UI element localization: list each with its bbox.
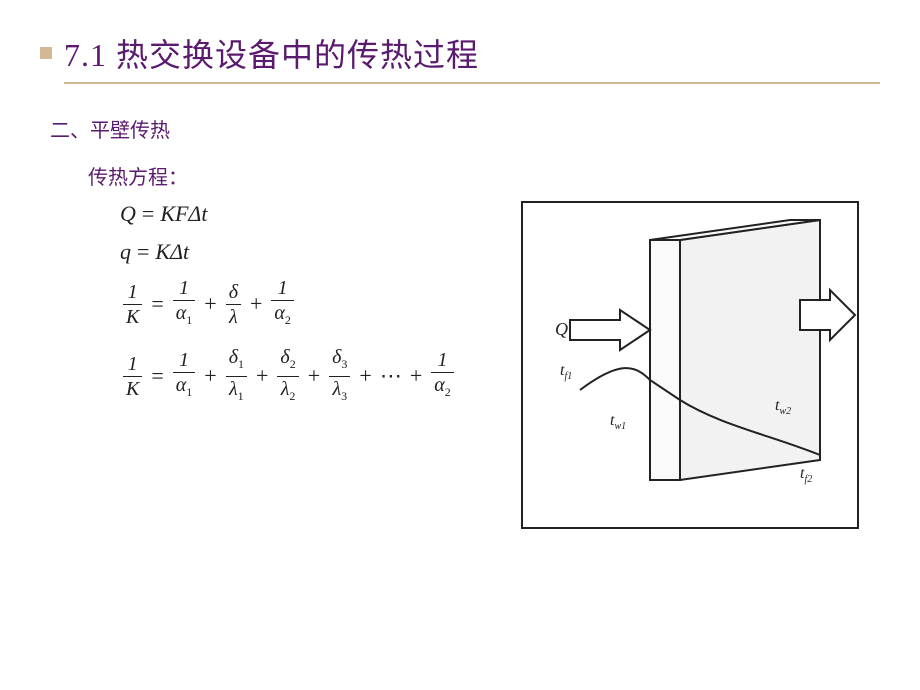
eq3-t1-num: 1 bbox=[125, 280, 141, 304]
eq2-rhs: KΔt bbox=[155, 239, 189, 265]
plus-sign: + bbox=[250, 291, 262, 317]
wall-diagram: Q tf1 tw1 tw2 tf2 bbox=[520, 200, 860, 530]
eq4-term6: 1 α2 bbox=[431, 348, 454, 404]
plus-sign: + bbox=[308, 363, 320, 389]
slide: 7.1 热交换设备中的传热过程 二、平壁传热 传热方程： Q = KFΔt q … bbox=[0, 0, 920, 690]
eq4-term2: 1 α1 bbox=[173, 348, 196, 404]
dots: ⋯ bbox=[380, 363, 402, 389]
equation-2: q = KΔt bbox=[120, 238, 457, 266]
eq4-term4: δ2 λ2 bbox=[277, 345, 298, 408]
eq3-term3: δ λ bbox=[226, 280, 241, 329]
eq4-t5-den: λ3 bbox=[329, 377, 350, 408]
eq4-t6-num: 1 bbox=[435, 348, 451, 372]
wall-diagram-svg: Q tf1 tw1 tw2 tf2 bbox=[520, 200, 860, 530]
equation-1: Q = KFΔt bbox=[120, 200, 457, 228]
title-underline bbox=[64, 82, 880, 84]
eq4-t1-den: K bbox=[123, 377, 142, 401]
eq4-t4-num: δ2 bbox=[277, 345, 298, 376]
slab-side-face bbox=[680, 220, 820, 480]
eq4-t4-den: λ2 bbox=[278, 377, 299, 408]
eq2-lhs: q bbox=[120, 239, 131, 265]
equation-4: 1 K = 1 α1 + δ1 λ1 + δ2 λ2 + bbox=[120, 348, 457, 404]
eq3-t3-den: λ bbox=[226, 305, 241, 329]
eq4-term3: δ1 λ1 bbox=[226, 345, 247, 408]
page-title: 7.1 热交换设备中的传热过程 bbox=[64, 30, 479, 76]
label-Q: Q bbox=[555, 319, 568, 339]
plus-sign: + bbox=[359, 363, 371, 389]
eq4-term5: δ3 λ3 bbox=[329, 345, 350, 408]
subsection-heading: 传热方程： bbox=[88, 161, 880, 190]
eq3-term1: 1 K bbox=[123, 280, 142, 329]
eq3-t4-num: 1 bbox=[275, 276, 291, 300]
eq3-t4-den: α2 bbox=[271, 301, 294, 332]
eq3-t2-den: α1 bbox=[173, 301, 196, 332]
eq3-t2-num: 1 bbox=[176, 276, 192, 300]
eq4-t5-num: δ3 bbox=[329, 345, 350, 376]
eq4-t3-num: δ1 bbox=[226, 345, 247, 376]
plus-sign: + bbox=[204, 291, 216, 317]
title-row: 7.1 热交换设备中的传热过程 bbox=[40, 30, 880, 76]
slab-front-face bbox=[650, 240, 680, 480]
eq3-t3-num: δ bbox=[226, 280, 241, 304]
eq4-term1: 1 K bbox=[123, 352, 142, 401]
equals-sign: = bbox=[151, 363, 163, 389]
equation-3: 1 K = 1 α1 + δ λ + 1 α2 bbox=[120, 276, 457, 332]
equals-sign: = bbox=[151, 291, 163, 317]
eq4-t2-num: 1 bbox=[176, 348, 192, 372]
plus-sign: + bbox=[256, 363, 268, 389]
eq4-t3-den: λ1 bbox=[226, 377, 247, 408]
eq1-lhs: Q bbox=[120, 201, 136, 227]
plus-sign: + bbox=[204, 363, 216, 389]
eq4-t1-num: 1 bbox=[125, 352, 141, 376]
title-bullet-icon bbox=[40, 47, 52, 59]
plus-sign: + bbox=[410, 363, 422, 389]
eq3-term2: 1 α1 bbox=[173, 276, 196, 332]
eq4-t2-den: α1 bbox=[173, 373, 196, 404]
eq3-term4: 1 α2 bbox=[271, 276, 294, 332]
eq3-t1-den: K bbox=[123, 305, 142, 329]
equations-block: Q = KFΔt q = KΔt 1 K = 1 α1 + δ bbox=[120, 200, 457, 420]
equals-sign: = bbox=[137, 239, 149, 265]
equals-sign: = bbox=[142, 201, 154, 227]
section-heading: 二、平壁传热 bbox=[50, 114, 880, 143]
eq4-t6-den: α2 bbox=[431, 373, 454, 404]
eq1-rhs: KFΔt bbox=[160, 201, 207, 227]
